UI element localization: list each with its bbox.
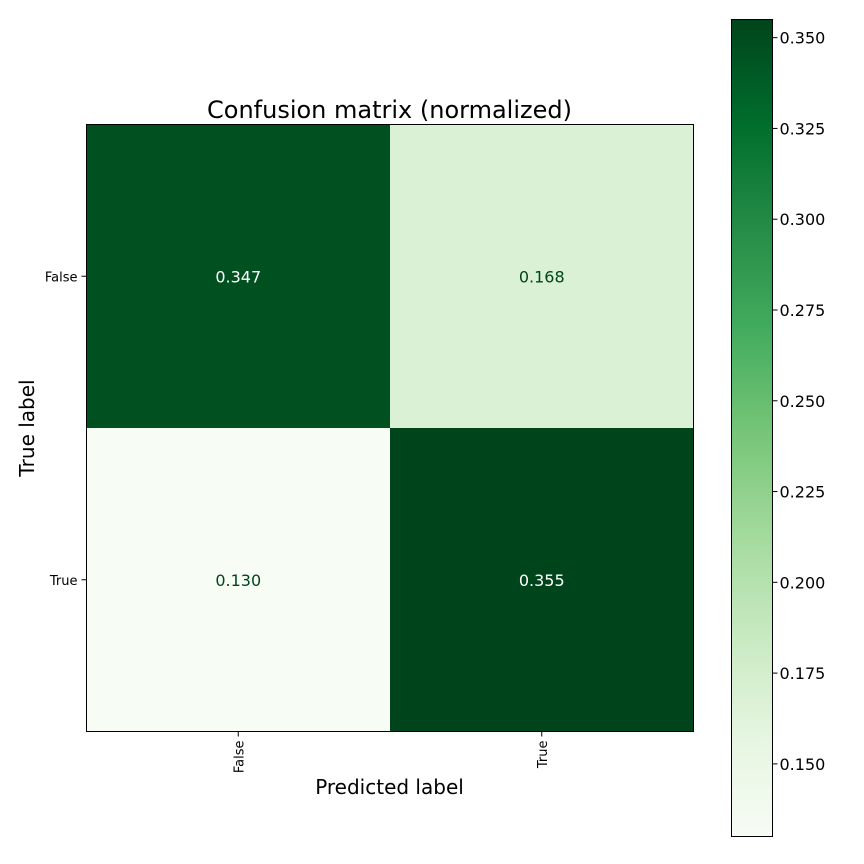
y-tick-label: False bbox=[45, 270, 78, 285]
y-axis-label: True label bbox=[15, 379, 39, 477]
colorbar-tick-label: 0.275 bbox=[780, 301, 826, 320]
colorbar bbox=[731, 19, 773, 837]
colorbar-tick-label: 0.250 bbox=[780, 392, 826, 411]
colorbar-tick-label: 0.300 bbox=[780, 210, 826, 229]
cell-value-label: 0.347 bbox=[215, 267, 261, 286]
x-tick-label: True bbox=[536, 741, 551, 770]
heatmap-cell bbox=[390, 124, 694, 428]
colorbar-tick-label: 0.350 bbox=[780, 29, 826, 48]
y-axis-ticks: False True bbox=[45, 270, 87, 589]
colorbar-tick-label: 0.150 bbox=[780, 755, 826, 774]
chart-title: Confusion matrix (normalized) bbox=[207, 96, 572, 124]
x-axis-label: Predicted label bbox=[315, 775, 464, 799]
colorbar-ticks: 0.150 0.175 0.200 0.225 0.250 0.275 0.300 0.325… bbox=[772, 29, 826, 774]
colorbar-tick-label: 0.175 bbox=[780, 664, 826, 683]
colorbar-tick-label: 0.200 bbox=[780, 573, 826, 592]
y-tick-label: True bbox=[49, 574, 78, 589]
cell-value-label: 0.130 bbox=[215, 571, 261, 590]
heatmap-cell bbox=[86, 428, 390, 732]
colorbar-tick-label: 0.225 bbox=[780, 483, 826, 502]
cell-value-label: 0.168 bbox=[519, 267, 565, 286]
x-tick-label: False bbox=[232, 741, 247, 774]
colorbar-tick-label: 0.325 bbox=[780, 119, 826, 138]
heatmap-cell bbox=[86, 124, 390, 428]
heatmap-value-labels: 0.347 0.168 0.130 0.355 bbox=[215, 267, 564, 590]
x-axis-ticks: False True bbox=[232, 731, 551, 774]
heatmap-cells bbox=[86, 124, 694, 732]
cell-value-label: 0.355 bbox=[519, 571, 565, 590]
heatmap-cell bbox=[390, 428, 694, 732]
plot-frame bbox=[86, 124, 694, 732]
